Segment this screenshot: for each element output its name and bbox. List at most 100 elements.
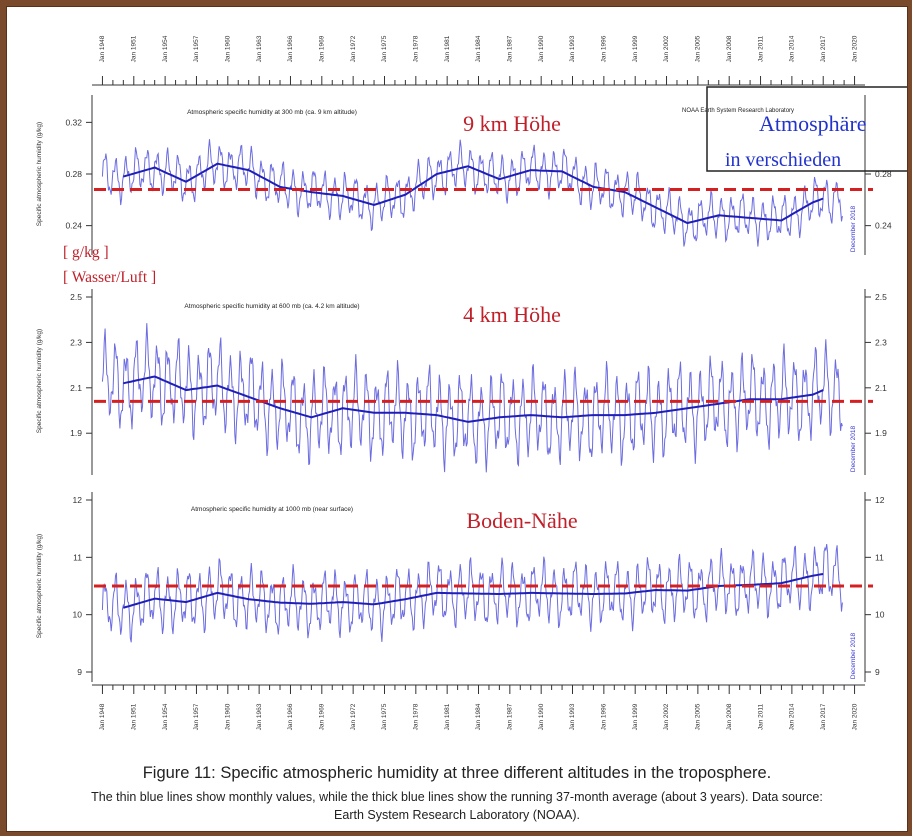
y-tick-label-right: 9 [875, 667, 880, 677]
panel-subtitle: Atmospheric specific humidity at 1000 mb… [191, 506, 353, 513]
running-average-line [123, 162, 824, 225]
panel-label: 9 km Höhe [463, 111, 561, 136]
x-tick-label: Jan 1951 [131, 35, 138, 62]
y-tick-label-right: 12 [875, 495, 885, 505]
annotation-line-2: in verschieden [725, 149, 841, 171]
x-tick-label: Jan 2011 [757, 35, 764, 62]
x-tick-label: Jan 2014 [789, 703, 796, 730]
y-tick-label-left: 0.24 [65, 221, 82, 231]
figure-frame: Jan 1948 Jan 1951 Jan 1954 Jan 1957 Jan 1960… [6, 6, 908, 832]
x-tick-label: Jan 2017 [820, 703, 827, 730]
x-tick-label: Jan 1987 [507, 703, 514, 730]
x-tick-label: Jan 1951 [131, 703, 138, 730]
y-tick-label-left: 9 [77, 667, 82, 677]
y-tick-label-right: 0.24 [875, 221, 892, 231]
x-tick-label: Jan 2002 [663, 35, 670, 62]
x-tick-label: Jan 1981 [444, 35, 451, 62]
humidity-chart: Jan 1948 Jan 1951 Jan 1954 Jan 1957 Jan 1960… [36, 35, 907, 730]
x-tick-label: Jan 1975 [381, 35, 388, 62]
x-tick-label: Jan 1981 [444, 703, 451, 730]
x-tick-label: Jan 1966 [287, 35, 294, 62]
y-axis-label: Specific atmospheric humidity (g/kg) [36, 329, 43, 433]
y-tick-label-left: 1.9 [70, 428, 82, 438]
y-tick-label-right: 0.28 [875, 169, 892, 179]
monthly-series-line [101, 323, 843, 473]
x-tick-label: Jan 1960 [225, 35, 232, 62]
x-tick-label: Jan 1975 [381, 703, 388, 730]
x-tick-label: Jan 1954 [162, 703, 169, 730]
x-tick-label: Jan 1978 [413, 703, 420, 730]
x-tick-label: Jan 1987 [507, 35, 514, 62]
x-tick-label: Jan 1969 [319, 35, 326, 62]
annotation-line-1: Atmosphäre [759, 111, 867, 136]
x-tick-label: Jan 1999 [632, 703, 639, 730]
x-tick-label: Jan 1948 [99, 35, 106, 62]
panel-subtitle: Atmospheric specific humidity at 600 mb … [184, 303, 359, 310]
x-tick-label: Jan 1957 [193, 703, 200, 730]
x-tick-label: Jan 2002 [663, 703, 670, 730]
y-tick-label-right: 10 [875, 610, 885, 620]
caption-title: Figure 11: Specific atmospheric humidity… [142, 764, 772, 782]
x-tick-label: Jan 2020 [851, 703, 858, 730]
x-tick-label: Jan 1972 [350, 703, 357, 730]
running-average-line [123, 375, 824, 423]
panel-3: 12 11 10 9 12 11 10 9 Specific atmospheric humid… [36, 492, 885, 682]
y-tick-label-right: 2.5 [875, 292, 887, 302]
x-tick-label: Jan 1984 [475, 703, 482, 730]
x-tick-label: Jan 1963 [256, 703, 263, 730]
y-tick-label-left: 2.1 [70, 383, 82, 393]
date-note: December 2018 [850, 632, 857, 679]
x-tick-label: Jan 1984 [475, 35, 482, 62]
x-tick-label: Jan 1990 [538, 703, 545, 730]
x-tick-label: Jan 2014 [789, 35, 796, 62]
y-axis-label: Specific atmospheric humidity (g/kg) [36, 534, 43, 638]
x-tick-label: Jan 1963 [256, 35, 263, 62]
x-tick-label: Jan 2017 [820, 35, 827, 62]
overlay-annotations: NOAA Earth System Research LaboratoryAtm… [63, 86, 907, 286]
y-axis-label: Specific atmospheric humidity (g/kg) [36, 122, 43, 226]
panel-label: 4 km Höhe [463, 302, 561, 327]
x-tick-label: Jan 2005 [695, 35, 702, 62]
x-tick-label: Jan 1954 [162, 35, 169, 62]
x-tick-label: Jan 1996 [601, 703, 608, 730]
top-year-axis: Jan 1948 Jan 1951 Jan 1954 Jan 1957 Jan 1960… [92, 35, 865, 86]
date-note: December 2018 [850, 425, 857, 472]
x-tick-label: Jan 2005 [695, 703, 702, 730]
panel-label: Boden-Nähe [466, 508, 577, 533]
x-tick-label: Jan 1957 [193, 35, 200, 62]
monthly-series-line [101, 544, 843, 643]
figure-caption: Figure 11: Specific atmospheric humidity… [7, 762, 907, 824]
x-tick-label: Jan 1990 [538, 35, 545, 62]
y-tick-label-left: 0.32 [65, 117, 82, 127]
y-tick-label-left: 12 [73, 495, 83, 505]
y-tick-label-left: 11 [73, 552, 82, 562]
x-tick-label: Jan 2008 [726, 703, 733, 730]
panel-2: 2.5 2.3 2.1 1.9 2.5 2.3 2.1 1.9 Specific atmosph… [36, 289, 887, 475]
x-tick-label: Jan 1999 [632, 35, 639, 62]
y-tick-label-left: 10 [73, 610, 83, 620]
caption-body: The thin blue lines show monthly values,… [91, 790, 823, 822]
unit-sublabel: [ Wasser/Luft ] [63, 269, 156, 286]
source-label: NOAA Earth System Research Laboratory [682, 108, 794, 114]
y-tick-label-right: 2.3 [875, 337, 887, 347]
x-tick-label: Jan 1948 [99, 703, 106, 730]
x-tick-label: Jan 2011 [757, 703, 764, 730]
x-tick-label: Jan 2008 [726, 35, 733, 62]
date-note: December 2018 [850, 205, 857, 252]
x-tick-label: Jan 1993 [569, 35, 576, 62]
panel-1: 0.32 0.28 0.24 0.28 0.24 Specific atmospheric… [36, 95, 892, 255]
running-average-line [123, 573, 824, 609]
panel-subtitle: Atmospheric specific humidity at 300 mb … [187, 109, 357, 116]
x-tick-label: Jan 1969 [319, 703, 326, 730]
y-tick-label-left: 2.5 [70, 292, 82, 302]
unit-label: [ g/kg ] [63, 244, 109, 261]
annotation-box [706, 86, 907, 172]
y-tick-label-right: 2.1 [875, 383, 887, 393]
x-tick-label: Jan 1960 [225, 703, 232, 730]
x-tick-label: Jan 1996 [601, 35, 608, 62]
monthly-series-line [101, 139, 843, 247]
y-tick-label-right: 11 [875, 552, 884, 562]
y-tick-label-left: 2.3 [70, 337, 82, 347]
x-tick-label: Jan 1972 [350, 35, 357, 62]
bottom-year-axis: Jan 1948 Jan 1951 Jan 1954 Jan 1957 Jan 1960… [92, 684, 865, 730]
